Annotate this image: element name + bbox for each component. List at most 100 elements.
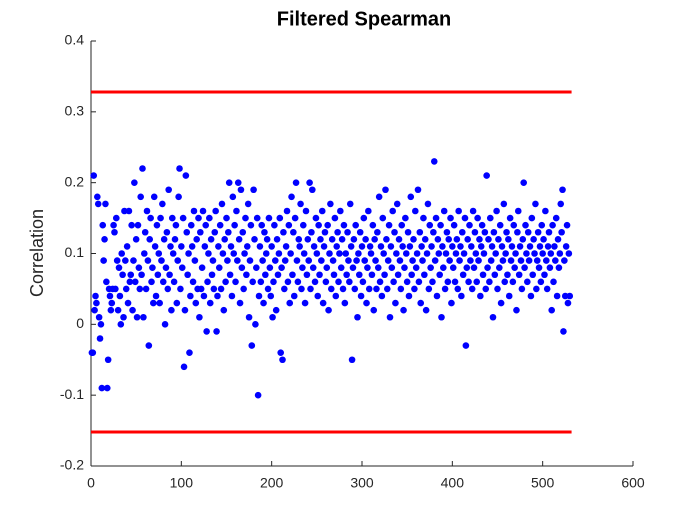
point [476,236,483,243]
point [524,228,532,236]
point [366,243,374,250]
point [547,250,555,257]
point [96,335,104,342]
point [296,243,303,250]
point [505,236,512,243]
point [277,349,285,356]
point [263,236,271,243]
point [352,221,359,229]
point [227,243,235,250]
point [336,250,343,257]
point [457,243,464,250]
point [127,271,135,279]
point [317,236,324,243]
x-tick-label: 0 [87,475,95,491]
point [103,384,111,392]
point [487,257,495,264]
point [318,207,326,215]
point [533,257,541,264]
point [243,271,250,279]
point [306,179,313,186]
point [201,243,209,250]
point [391,228,398,236]
point [406,243,414,250]
point [267,292,275,300]
point [512,250,519,257]
point [189,278,197,286]
point [465,278,472,286]
point [112,214,120,222]
point [397,285,405,293]
point [508,243,516,250]
point [182,172,190,179]
point [371,236,378,243]
point [157,214,164,222]
point [481,228,489,236]
point [415,278,423,286]
point [346,278,353,286]
point [347,243,355,250]
point [331,214,339,222]
point [155,250,163,257]
point [253,264,260,271]
point [531,250,538,257]
point [199,207,207,215]
point [274,271,282,279]
point [564,299,572,307]
point [421,271,428,279]
point [370,306,378,314]
point [234,179,242,186]
point [365,207,372,215]
point [551,243,558,250]
point [566,292,574,300]
point [377,243,385,250]
point [538,221,546,229]
point [184,271,191,279]
point [234,257,241,264]
point [542,257,550,264]
point [340,221,348,229]
point [141,228,149,236]
point [203,328,210,335]
point [175,193,182,201]
point [282,243,290,250]
point [94,200,102,208]
point [126,278,134,286]
point [554,236,562,243]
y-tick-label: 0.1 [65,244,85,260]
point [229,193,237,201]
point [413,250,421,257]
point [335,278,342,286]
point [478,221,486,229]
point [142,285,150,293]
point [124,299,132,307]
point [165,186,172,194]
point [138,271,145,279]
point [450,221,458,229]
point [276,214,284,222]
point [396,257,404,264]
point [369,221,377,229]
point [463,264,471,271]
point [448,299,455,307]
point [97,321,105,328]
point [381,271,388,279]
point [101,236,108,243]
point [131,278,139,286]
point [92,292,99,300]
point [333,243,341,250]
point [363,299,370,307]
point [337,207,344,215]
point [437,221,444,229]
point [301,299,309,307]
point [479,271,487,279]
point [374,264,382,271]
point [273,236,281,243]
point [204,278,211,286]
point [244,200,252,208]
point [299,264,306,271]
point [395,236,403,243]
point [453,236,461,243]
point [125,207,133,215]
point [562,243,570,250]
